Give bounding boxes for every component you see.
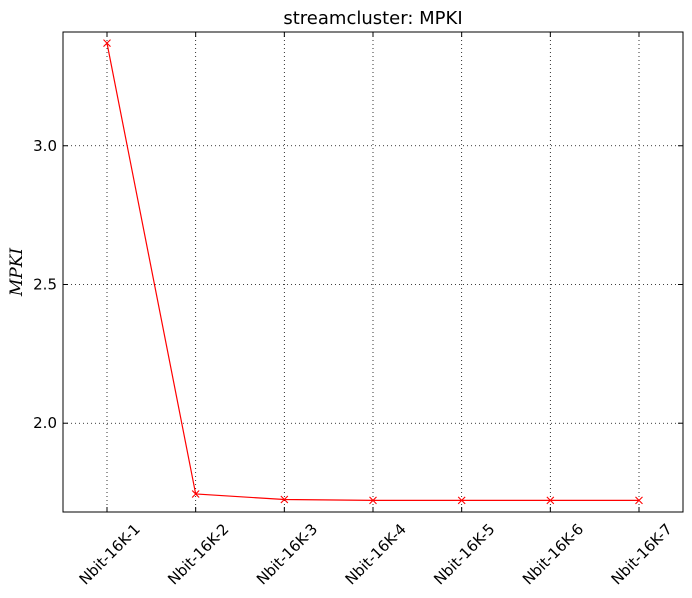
y-tick-labels: 2.0 2.5 3.0 bbox=[33, 137, 57, 432]
data-point-marker bbox=[103, 39, 111, 47]
data-point-marker bbox=[369, 496, 377, 505]
data-point-marker bbox=[280, 495, 289, 504]
grid bbox=[63, 32, 683, 512]
data-point-marker bbox=[191, 490, 200, 498]
y-tick-label: 2.0 bbox=[33, 414, 57, 432]
x-tick-label: Nbit-16K-3 bbox=[253, 520, 321, 588]
x-tick-label: Nbit-16K-7 bbox=[608, 520, 676, 588]
x-tick-label: Nbit-16K-1 bbox=[76, 520, 144, 588]
series-group bbox=[103, 39, 643, 505]
x-tick-label: Nbit-16K-4 bbox=[342, 520, 410, 588]
data-point-marker bbox=[635, 496, 643, 505]
y-axis-label: MPKI bbox=[7, 248, 27, 298]
data-point-marker bbox=[457, 496, 466, 505]
x-tick-label: Nbit-16K-2 bbox=[164, 520, 232, 588]
y-tick-label: 3.0 bbox=[33, 137, 57, 155]
data-point-marker bbox=[546, 496, 555, 505]
x-tick-label: Nbit-16K-6 bbox=[519, 520, 587, 588]
ticks bbox=[63, 32, 683, 512]
chart-title: streamcluster: MPKI bbox=[283, 8, 462, 29]
y-tick-label: 2.5 bbox=[33, 275, 57, 293]
x-tick-label: Nbit-16K-5 bbox=[430, 520, 498, 588]
x-tick-labels: Nbit-16K-1 Nbit-16K-2 Nbit-16K-3 Nbit-16K-4… bbox=[76, 520, 676, 588]
